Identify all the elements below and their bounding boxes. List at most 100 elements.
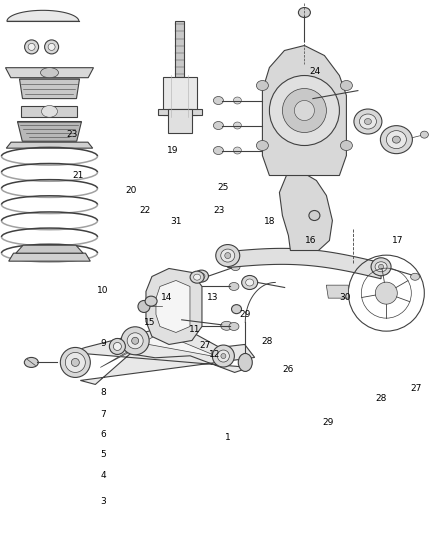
Polygon shape bbox=[228, 248, 381, 279]
Ellipse shape bbox=[375, 262, 387, 272]
Ellipse shape bbox=[306, 94, 316, 103]
Ellipse shape bbox=[194, 270, 208, 282]
Text: 6: 6 bbox=[100, 430, 106, 439]
Ellipse shape bbox=[121, 327, 149, 355]
Ellipse shape bbox=[213, 122, 223, 130]
Text: 16: 16 bbox=[305, 237, 317, 245]
Ellipse shape bbox=[221, 249, 235, 262]
Ellipse shape bbox=[162, 313, 181, 327]
Text: 1: 1 bbox=[225, 433, 231, 441]
Ellipse shape bbox=[298, 7, 311, 18]
Text: 31: 31 bbox=[171, 217, 182, 225]
Circle shape bbox=[294, 101, 314, 120]
Ellipse shape bbox=[40, 68, 59, 78]
Ellipse shape bbox=[233, 97, 241, 104]
Ellipse shape bbox=[380, 126, 413, 154]
Ellipse shape bbox=[221, 321, 233, 330]
Ellipse shape bbox=[246, 279, 254, 286]
Ellipse shape bbox=[42, 106, 57, 117]
Ellipse shape bbox=[190, 271, 204, 283]
Circle shape bbox=[48, 43, 55, 51]
Ellipse shape bbox=[132, 337, 139, 344]
Ellipse shape bbox=[309, 211, 320, 221]
Text: 7: 7 bbox=[100, 410, 106, 419]
Ellipse shape bbox=[340, 80, 353, 91]
Ellipse shape bbox=[354, 109, 382, 134]
Ellipse shape bbox=[420, 131, 428, 138]
Ellipse shape bbox=[65, 352, 85, 373]
Text: 26: 26 bbox=[283, 365, 294, 374]
Text: 4: 4 bbox=[100, 472, 106, 480]
Ellipse shape bbox=[212, 345, 234, 367]
Ellipse shape bbox=[110, 338, 125, 354]
Text: 11: 11 bbox=[189, 325, 201, 334]
Polygon shape bbox=[175, 21, 184, 77]
Ellipse shape bbox=[225, 253, 231, 259]
Polygon shape bbox=[262, 45, 346, 175]
Text: 20: 20 bbox=[126, 187, 137, 195]
Text: 19: 19 bbox=[167, 147, 179, 155]
Ellipse shape bbox=[242, 276, 258, 289]
Ellipse shape bbox=[60, 348, 90, 377]
Circle shape bbox=[25, 40, 39, 54]
Text: 25: 25 bbox=[218, 183, 229, 192]
Text: 3: 3 bbox=[100, 497, 106, 505]
Polygon shape bbox=[21, 106, 78, 117]
Polygon shape bbox=[168, 109, 191, 133]
Ellipse shape bbox=[217, 350, 230, 362]
Ellipse shape bbox=[340, 141, 353, 150]
Ellipse shape bbox=[229, 282, 239, 290]
Polygon shape bbox=[326, 285, 348, 298]
Polygon shape bbox=[9, 253, 90, 261]
Circle shape bbox=[375, 282, 397, 304]
Text: 22: 22 bbox=[139, 206, 150, 215]
Ellipse shape bbox=[229, 322, 239, 330]
Polygon shape bbox=[158, 109, 201, 115]
Ellipse shape bbox=[113, 342, 121, 351]
Polygon shape bbox=[71, 326, 254, 384]
Text: 10: 10 bbox=[97, 286, 109, 295]
Polygon shape bbox=[6, 68, 93, 78]
Circle shape bbox=[283, 88, 326, 133]
Text: 5: 5 bbox=[100, 450, 106, 459]
Text: 21: 21 bbox=[72, 172, 84, 180]
Ellipse shape bbox=[231, 264, 240, 271]
Ellipse shape bbox=[213, 147, 223, 155]
Text: 27: 27 bbox=[199, 341, 211, 350]
Text: 23: 23 bbox=[67, 131, 78, 139]
Ellipse shape bbox=[221, 353, 226, 359]
Ellipse shape bbox=[256, 80, 268, 91]
Text: 29: 29 bbox=[240, 310, 251, 319]
Ellipse shape bbox=[371, 258, 391, 276]
Polygon shape bbox=[18, 122, 81, 141]
Text: 27: 27 bbox=[410, 384, 422, 392]
Circle shape bbox=[28, 43, 35, 51]
Ellipse shape bbox=[145, 296, 157, 306]
Polygon shape bbox=[6, 142, 93, 148]
Ellipse shape bbox=[378, 264, 384, 269]
Ellipse shape bbox=[256, 141, 268, 150]
Text: 18: 18 bbox=[264, 217, 276, 225]
Text: 14: 14 bbox=[161, 293, 172, 302]
Ellipse shape bbox=[168, 317, 176, 323]
Text: 13: 13 bbox=[207, 293, 218, 302]
Ellipse shape bbox=[194, 274, 201, 280]
Ellipse shape bbox=[71, 358, 79, 367]
Text: 29: 29 bbox=[322, 418, 333, 427]
Text: 24: 24 bbox=[310, 68, 321, 76]
Ellipse shape bbox=[198, 273, 205, 279]
Circle shape bbox=[269, 76, 339, 146]
Ellipse shape bbox=[238, 353, 252, 372]
Text: 8: 8 bbox=[100, 389, 106, 397]
Ellipse shape bbox=[233, 147, 241, 154]
Text: 9: 9 bbox=[100, 340, 106, 348]
Text: 17: 17 bbox=[392, 237, 403, 245]
Ellipse shape bbox=[364, 118, 371, 125]
Polygon shape bbox=[146, 269, 202, 344]
Text: 30: 30 bbox=[339, 293, 351, 302]
Ellipse shape bbox=[392, 136, 400, 143]
Text: 15: 15 bbox=[144, 319, 155, 327]
Text: 28: 28 bbox=[261, 337, 273, 345]
Ellipse shape bbox=[216, 245, 240, 266]
Ellipse shape bbox=[138, 301, 150, 312]
